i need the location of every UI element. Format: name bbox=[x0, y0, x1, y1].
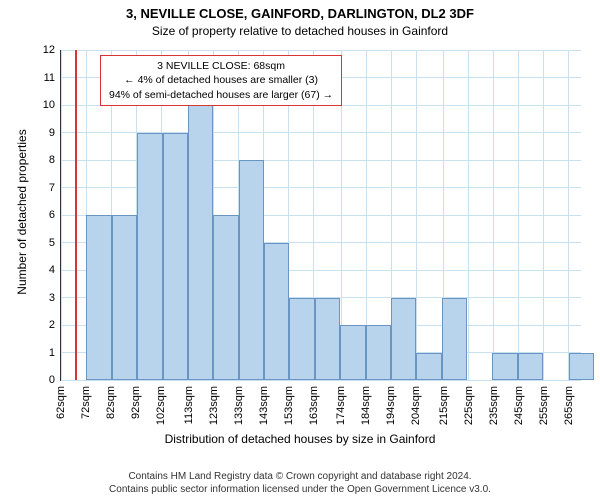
y-tick-label: 2 bbox=[49, 319, 55, 331]
x-tick-label: 163sqm bbox=[308, 386, 320, 425]
histogram-bar bbox=[163, 133, 188, 381]
gridline-horizontal bbox=[61, 50, 581, 51]
histogram-bar bbox=[391, 298, 416, 381]
title-sub: Size of property relative to detached ho… bbox=[0, 24, 600, 38]
y-tick-label: 6 bbox=[49, 209, 55, 221]
histogram-bar bbox=[86, 215, 111, 380]
histogram-bar bbox=[442, 298, 467, 381]
histogram-bar bbox=[239, 160, 264, 380]
histogram-bar bbox=[569, 353, 594, 381]
y-tick-label: 4 bbox=[49, 264, 55, 276]
plot-area: 012345678910111262sqm72sqm82sqm92sqm102s… bbox=[60, 50, 581, 381]
y-tick-label: 12 bbox=[43, 44, 55, 56]
footer: Contains HM Land Registry data © Crown c… bbox=[0, 470, 600, 496]
x-tick-label: 184sqm bbox=[360, 386, 372, 425]
annotation-line: 94% of semi-detached houses are larger (… bbox=[109, 88, 333, 102]
y-tick-label: 0 bbox=[49, 374, 55, 386]
histogram-bar bbox=[492, 353, 517, 381]
gridline-vertical bbox=[468, 50, 469, 380]
annotation-box: 3 NEVILLE CLOSE: 68sqm← 4% of detached h… bbox=[100, 55, 342, 106]
y-tick-label: 10 bbox=[43, 99, 55, 111]
x-tick-label: 62sqm bbox=[55, 386, 67, 419]
reference-line bbox=[75, 50, 77, 380]
x-tick-label: 174sqm bbox=[335, 386, 347, 425]
x-tick-label: 133sqm bbox=[233, 386, 245, 425]
footer-line-2: Contains public sector information licen… bbox=[0, 483, 600, 496]
histogram-bar bbox=[315, 298, 340, 381]
x-tick-label: 153sqm bbox=[283, 386, 295, 425]
histogram-bar bbox=[137, 133, 162, 381]
histogram-bar bbox=[264, 243, 289, 381]
y-tick-label: 11 bbox=[44, 72, 55, 84]
histogram-bar bbox=[518, 353, 543, 381]
histogram-bar bbox=[416, 353, 441, 381]
histogram-bar bbox=[213, 215, 238, 380]
y-tick-label: 1 bbox=[49, 347, 55, 359]
x-tick-label: 123sqm bbox=[208, 386, 220, 425]
x-tick-label: 255sqm bbox=[538, 386, 550, 425]
y-tick-label: 9 bbox=[49, 127, 55, 139]
x-tick-label: 235sqm bbox=[488, 386, 500, 425]
histogram-bar bbox=[112, 215, 137, 380]
histogram-bar bbox=[289, 298, 314, 381]
gridline-vertical bbox=[493, 50, 494, 380]
annotation-line: ← 4% of detached houses are smaller (3) bbox=[109, 73, 333, 87]
annotation-line: 3 NEVILLE CLOSE: 68sqm bbox=[109, 59, 333, 73]
x-tick-label: 113sqm bbox=[183, 386, 195, 424]
y-tick-label: 8 bbox=[49, 154, 55, 166]
x-tick-label: 225sqm bbox=[463, 386, 475, 425]
x-tick-label: 72sqm bbox=[80, 386, 92, 419]
y-axis-label: Number of detached properties bbox=[15, 112, 29, 312]
gridline-vertical bbox=[543, 50, 544, 380]
gridline-vertical bbox=[61, 50, 62, 380]
histogram-bar bbox=[340, 325, 365, 380]
x-tick-label: 143sqm bbox=[258, 386, 270, 425]
histogram-bar bbox=[366, 325, 391, 380]
x-tick-label: 82sqm bbox=[105, 386, 117, 419]
chart-container: 3, NEVILLE CLOSE, GAINFORD, DARLINGTON, … bbox=[0, 0, 600, 500]
footer-line-1: Contains HM Land Registry data © Crown c… bbox=[0, 470, 600, 483]
x-tick-label: 102sqm bbox=[155, 386, 167, 425]
x-tick-label: 194sqm bbox=[385, 386, 397, 425]
x-tick-label: 92sqm bbox=[130, 386, 142, 419]
x-tick-label: 245sqm bbox=[513, 386, 525, 425]
histogram-bar bbox=[188, 105, 213, 380]
y-tick-label: 5 bbox=[49, 237, 55, 249]
gridline-vertical bbox=[568, 50, 569, 380]
y-tick-label: 7 bbox=[49, 182, 55, 194]
title-main: 3, NEVILLE CLOSE, GAINFORD, DARLINGTON, … bbox=[0, 6, 600, 21]
gridline-vertical bbox=[518, 50, 519, 380]
y-tick-label: 3 bbox=[49, 292, 55, 304]
x-tick-label: 215sqm bbox=[438, 386, 450, 425]
x-tick-label: 204sqm bbox=[410, 386, 422, 425]
x-axis-label: Distribution of detached houses by size … bbox=[0, 432, 600, 446]
x-tick-label: 265sqm bbox=[563, 386, 575, 425]
